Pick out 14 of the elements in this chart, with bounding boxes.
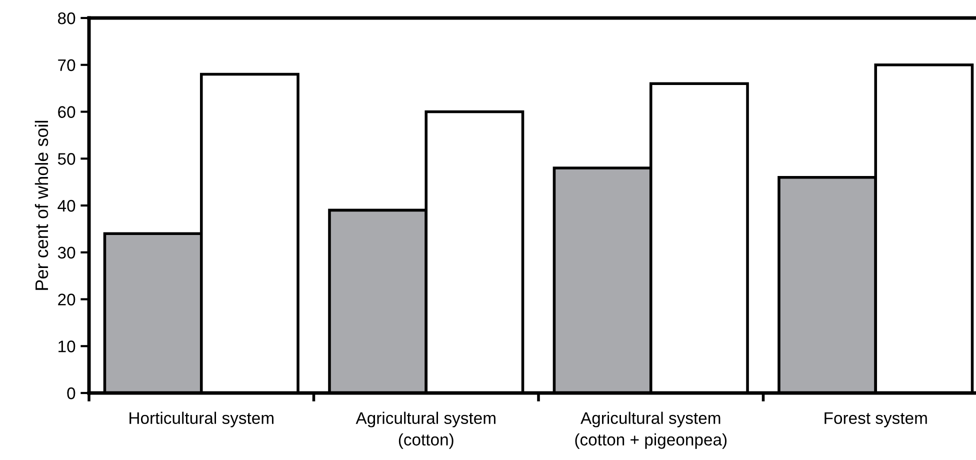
x-tick-label: Agricultural system (cotton + pigeonpea) — [575, 412, 727, 449]
y-axis-title: Per cent of whole soil — [34, 120, 48, 290]
y-tick-label: 20 — [58, 294, 76, 306]
x-tick-label: Horticultural system — [130, 412, 274, 428]
y-tick-label: 0 — [67, 387, 76, 400]
x-tick-label: Agricultural system (cotton) — [356, 412, 496, 449]
y-tick-label: 30 — [58, 246, 76, 259]
x-tick-label: Forest system — [824, 412, 927, 428]
y-tick-label: 40 — [58, 200, 76, 212]
y-tick-label: 50 — [58, 153, 76, 165]
y-tick-label: 60 — [58, 106, 76, 118]
y-tick-label: 80 — [58, 12, 76, 24]
y-tick-label: 70 — [58, 59, 76, 72]
y-tick-label: 10 — [58, 340, 76, 352]
